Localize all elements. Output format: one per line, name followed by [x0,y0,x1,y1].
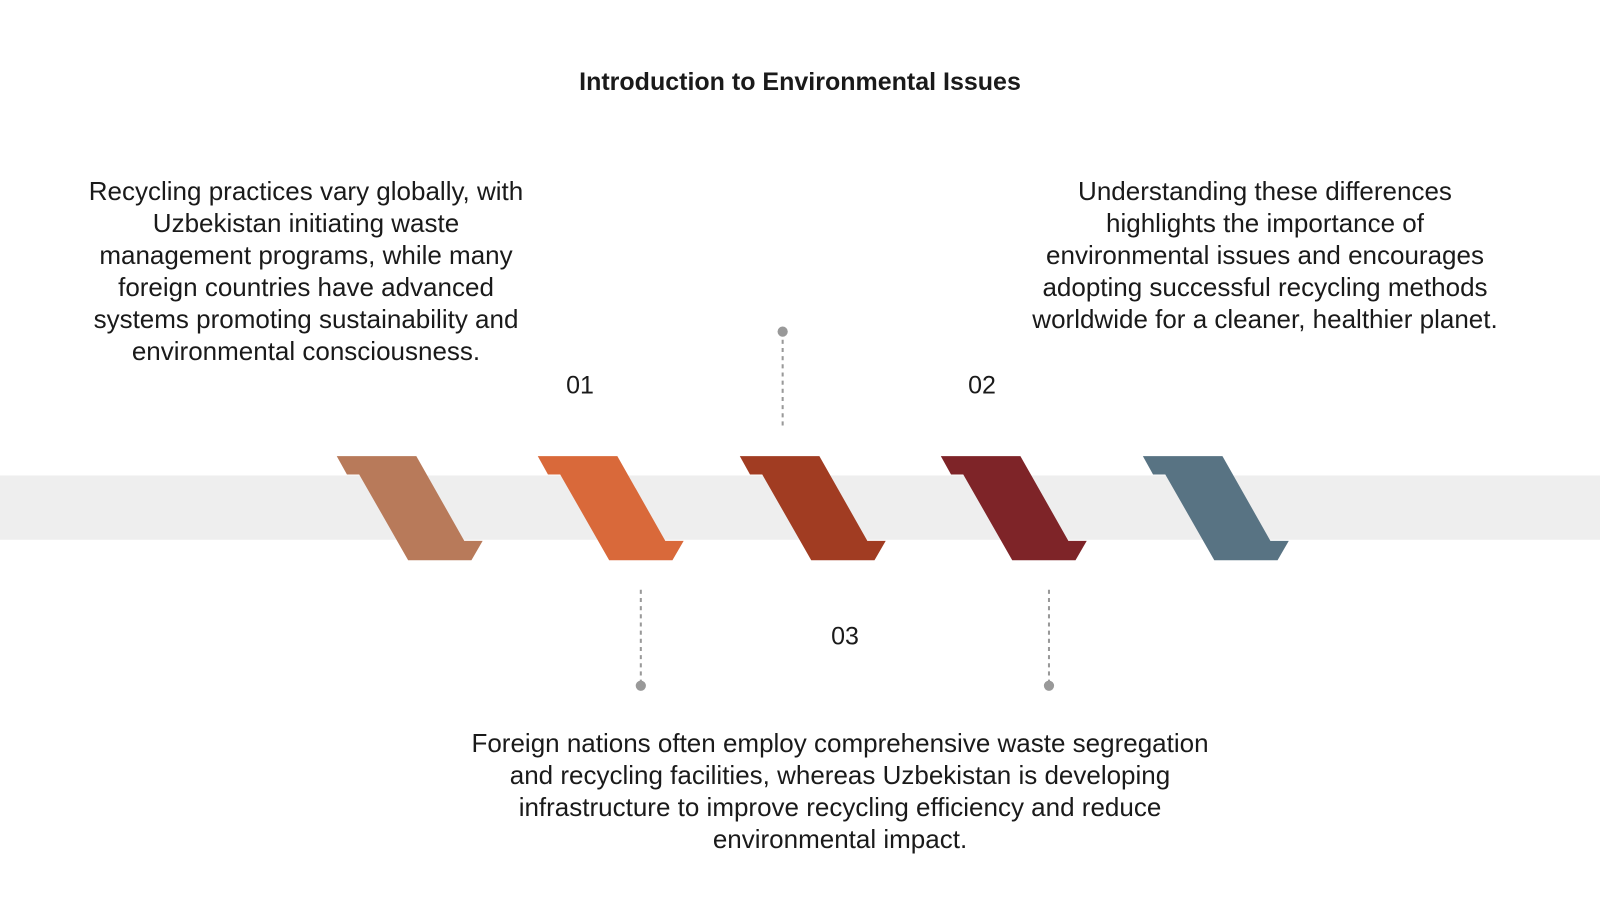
chevron [739,456,886,561]
chevron [537,456,684,561]
item-text: Understanding these differences highligh… [1032,176,1498,334]
chevron [940,456,1087,561]
chevrons [336,456,1289,561]
connector-dot [1043,680,1055,691]
connector-dot [777,326,788,337]
chevron [1142,456,1289,561]
connector-dot [635,680,646,691]
item-number: 01 [566,371,594,400]
slide-title: Introduction to Environmental Issues [579,68,1021,96]
item-text: Foreign nations often employ comprehensi… [471,728,1209,854]
chevron [336,456,483,561]
item-number: 03 [831,622,859,651]
item-number: 02 [968,371,996,400]
item-text: Recycling practices vary globally, with … [88,176,524,366]
